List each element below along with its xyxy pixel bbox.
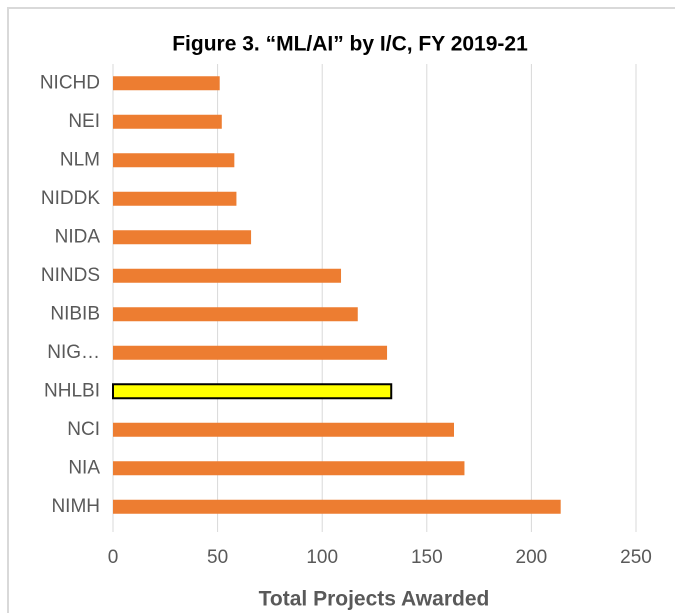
x-tick-label: 0: [108, 547, 119, 568]
y-tick-label: NIG…: [47, 342, 100, 363]
bar: [113, 499, 561, 514]
y-tick-label: NIDDK: [41, 188, 100, 209]
x-tick-label: 250: [620, 547, 652, 568]
bar: [113, 345, 388, 360]
y-tick-label: NIDA: [55, 226, 101, 247]
chart-title: Figure 3. “ML/AI” by I/C, FY 2019-21: [172, 33, 528, 56]
bar: [112, 383, 393, 400]
bar: [113, 230, 252, 245]
chart-frame: [7, 7, 675, 613]
bar: [113, 114, 222, 129]
y-tick-label: NICHD: [40, 72, 100, 93]
bar: [113, 76, 220, 91]
y-tick-label: NIBIB: [50, 303, 100, 324]
bar: [113, 307, 358, 322]
bar: [113, 422, 454, 437]
y-tick-label: NLM: [60, 149, 100, 170]
x-tick-label: 200: [516, 547, 548, 568]
y-tick-label: NCI: [67, 419, 100, 440]
y-tick-label: NIA: [68, 457, 100, 478]
x-axis-label: Total Projects Awarded: [259, 588, 490, 611]
y-tick-label: NINDS: [41, 265, 100, 286]
x-tick-label: 150: [411, 547, 443, 568]
x-tick-label: 100: [306, 547, 338, 568]
bar: [113, 191, 237, 206]
bar: [113, 268, 342, 283]
bar: [113, 153, 235, 168]
y-tick-label: NEI: [68, 111, 100, 132]
x-tick-label: 50: [207, 547, 228, 568]
y-tick-label: NHLBI: [44, 380, 100, 401]
y-tick-label: NIMH: [51, 496, 100, 517]
bar: [113, 461, 465, 476]
